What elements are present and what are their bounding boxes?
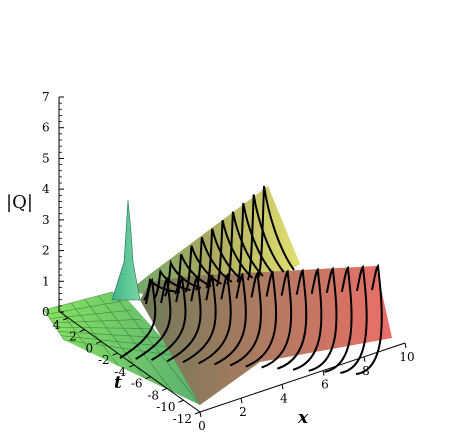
front-ridge-profile-curve — [150, 275, 187, 361]
x-axis-label: x — [297, 408, 309, 428]
left-grid-line — [98, 295, 174, 393]
left-grid-line — [52, 319, 141, 324]
t-tick-label: 0 — [86, 341, 94, 355]
front-ridge-profile-curve — [355, 263, 383, 375]
left-grid-line — [111, 291, 201, 406]
z-tick-label: 6 — [42, 121, 50, 135]
left-grid-line — [55, 326, 150, 329]
t-tick-label: -10 — [156, 400, 175, 414]
t-tick-mark — [79, 329, 85, 333]
t-tick-mark — [145, 376, 151, 380]
z-axis-ticks: 0 1 2 3 4 5 6 7 — [42, 90, 64, 319]
t-tick-mark — [128, 364, 135, 368]
front-ridge-profile-curve — [277, 268, 308, 370]
z-tick-label: 3 — [42, 213, 50, 227]
x-tick-label: 2 — [239, 405, 247, 419]
x-tick-mark — [363, 356, 366, 362]
x-tick-label: 4 — [280, 391, 288, 405]
z-tick-label: 0 — [42, 305, 50, 319]
x-tick-label: 6 — [321, 378, 329, 392]
back-ridge-profile-curve — [246, 194, 285, 281]
back-ridge-profile-curve — [257, 185, 295, 279]
front-ridge-profiles — [119, 263, 383, 375]
t-axis-label: t — [114, 373, 122, 393]
back-ridge-profiles — [143, 185, 295, 301]
t-tick-mark — [161, 388, 168, 391]
front-ridge-profile-curve — [308, 266, 338, 372]
x-tick-mark — [404, 342, 407, 349]
left-grid-line — [43, 309, 65, 341]
t-tick-mark — [178, 399, 184, 403]
t-tick-label: -2 — [98, 353, 110, 367]
front-ridge-profile-curve — [135, 276, 172, 360]
x-axis-ticks: 0 2 4 6 8 10 — [198, 342, 415, 433]
front-ridge-profile-curve — [166, 275, 202, 363]
t-tick-label: -4 — [114, 365, 126, 379]
surface-front-ridge — [140, 266, 392, 405]
t-tick-mark — [63, 317, 69, 321]
front-ridge-profile-curve — [340, 264, 368, 374]
left-grid-line — [49, 309, 131, 319]
x-tick-mark — [199, 411, 202, 418]
front-ridge-profile-curve — [119, 277, 157, 359]
left-grid-line — [61, 335, 169, 348]
t-tick-mark — [95, 340, 102, 344]
front-ridge-profile-curve — [229, 271, 262, 367]
z-axis-label: |Q| — [6, 192, 33, 213]
x-tick-mark — [240, 398, 243, 404]
t-tick-label: -12 — [173, 412, 192, 426]
t-axis-ticks: 420 -2 -4 -6 -8-10-12 — [53, 317, 201, 426]
x-axis-line — [199, 342, 406, 413]
x-tick-label: 10 — [399, 350, 414, 364]
surface-peak — [111, 199, 141, 301]
front-ridge-profile-curve — [213, 272, 247, 366]
t-tick-mark — [112, 352, 118, 356]
front-ridge-profile-curve — [198, 273, 232, 365]
front-ridge-profile-curve — [245, 270, 277, 368]
front-ridge-profile-curve — [292, 267, 323, 371]
t-axis-line — [59, 311, 201, 413]
front-ridge-profile-curve — [261, 269, 293, 369]
x-tick-mark — [322, 370, 325, 376]
z-tick-label: 4 — [42, 182, 50, 196]
x-tick-mark — [281, 384, 284, 390]
t-tick-label: -6 — [131, 377, 143, 391]
t-tick-mark — [194, 411, 201, 415]
x-tick-label: 0 — [198, 419, 206, 433]
z-tick-label: 2 — [42, 244, 50, 258]
t-tick-label: -8 — [147, 388, 159, 402]
left-grid-line — [63, 339, 179, 357]
front-ridge-profile-curve — [182, 274, 217, 364]
front-ridge-profile-curve — [324, 265, 353, 373]
left-grid-line — [58, 331, 160, 339]
z-tick-label: 1 — [42, 274, 50, 288]
left-grid-line — [70, 302, 119, 367]
t-tick-label: 4 — [53, 318, 61, 332]
x-tick-label: 8 — [362, 364, 370, 378]
t-tick-label: 2 — [69, 330, 77, 344]
z-tick-label: 5 — [42, 151, 50, 165]
left-grid-line — [43, 291, 113, 311]
z-tick-label: 7 — [42, 90, 50, 104]
